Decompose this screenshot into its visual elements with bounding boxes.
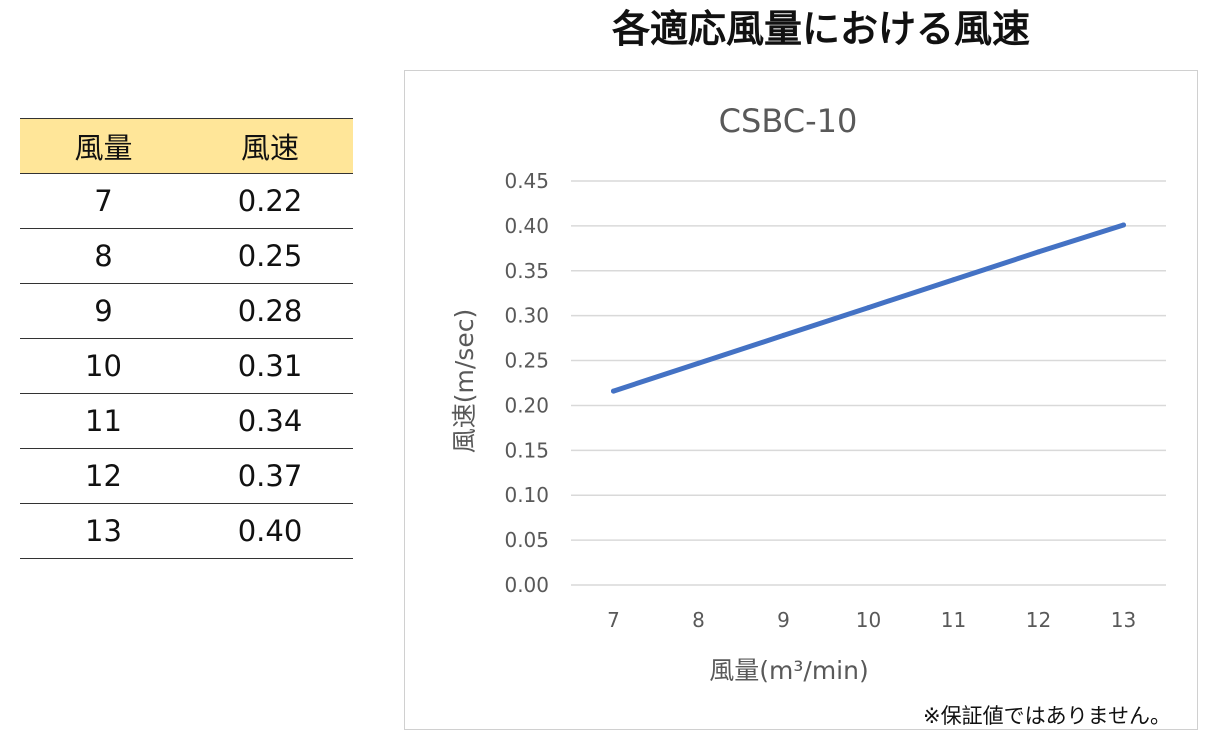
x-axis-title: 風量(m³/min) (709, 656, 868, 685)
y-tick-label: 0.10 (504, 483, 549, 507)
table-cell-velocity: 0.25 (187, 228, 353, 284)
table-cell-airflow: 9 (20, 283, 187, 339)
table-row: 12 0.37 (20, 448, 353, 504)
x-tick-label: 7 (607, 608, 620, 632)
page-title: 各適応風量における風速 (611, 7, 1030, 51)
y-tick-label: 0.15 (504, 438, 549, 462)
table-cell-velocity: 0.37 (187, 448, 353, 504)
disclaimer-note: ※保証値ではありません。 (923, 704, 1171, 728)
table-cell-velocity: 0.40 (187, 503, 353, 559)
y-tick-label: 0.25 (504, 349, 549, 373)
table-cell-velocity: 0.28 (187, 283, 353, 339)
chart-area: 0.00 0.05 0.10 0.15 0.20 0.25 0.30 0.35 0.40 0.45… (404, 70, 1198, 730)
data-point (866, 305, 871, 311)
table-row: 8 0.25 (20, 228, 353, 284)
table-cell-airflow: 8 (20, 228, 187, 284)
x-tick-label: 8 (692, 608, 705, 632)
data-point (696, 360, 701, 366)
x-tick-label: 9 (777, 608, 790, 632)
column-header-airflow: 風量 (20, 118, 187, 174)
y-axis-title: 風速(m/sec) (450, 309, 479, 453)
y-axis-ticks: 0.00 0.05 0.10 0.15 0.20 0.25 0.30 0.35 0.40 0.45 (504, 169, 549, 597)
y-tick-label: 0.20 (504, 393, 549, 417)
line-chart: 0.00 0.05 0.10 0.15 0.20 0.25 0.30 0.35 0.40 0.45… (450, 102, 1171, 728)
data-point (611, 388, 616, 394)
table-cell-airflow: 7 (20, 173, 187, 229)
table-header-row: 風量 風速 (20, 118, 353, 174)
table-cell-airflow: 10 (20, 338, 187, 394)
data-point (1036, 249, 1041, 255)
data-point (951, 277, 956, 283)
table-cell-velocity: 0.34 (187, 393, 353, 449)
gridlines (571, 180, 1166, 586)
table-row: 7 0.22 (20, 173, 353, 229)
y-tick-label: 0.45 (504, 169, 549, 193)
table-cell-velocity: 0.22 (187, 173, 353, 229)
table-row: 9 0.28 (20, 283, 353, 339)
table-cell-airflow: 11 (20, 393, 187, 449)
table-row: 10 0.31 (20, 338, 353, 394)
data-point (781, 332, 786, 338)
x-tick-label: 13 (1111, 608, 1136, 632)
data-points (611, 222, 1126, 394)
table-cell-velocity: 0.31 (187, 338, 353, 394)
chart-title: CSBC-10 (719, 102, 858, 140)
y-tick-label: 0.30 (504, 304, 549, 328)
x-tick-label: 10 (856, 608, 881, 632)
table-cell-airflow: 12 (20, 448, 187, 504)
y-tick-label: 0.05 (504, 528, 549, 552)
x-axis-ticks: 7 8 9 10 11 12 13 (607, 608, 1136, 632)
table-cell-airflow: 13 (20, 503, 187, 559)
x-tick-label: 12 (1026, 608, 1051, 632)
airflow-table: 風量 風速 7 0.22 8 0.25 9 0.28 10 0.31 11 0.34 12… (20, 118, 353, 559)
data-point (1121, 222, 1126, 228)
table-row: 11 0.34 (20, 393, 353, 449)
y-tick-label: 0.40 (504, 214, 549, 238)
table-row: 13 0.40 (20, 503, 353, 559)
x-tick-label: 11 (941, 608, 966, 632)
column-header-velocity: 風速 (187, 118, 353, 174)
y-tick-label: 0.00 (504, 573, 549, 597)
y-tick-label: 0.35 (504, 259, 549, 283)
